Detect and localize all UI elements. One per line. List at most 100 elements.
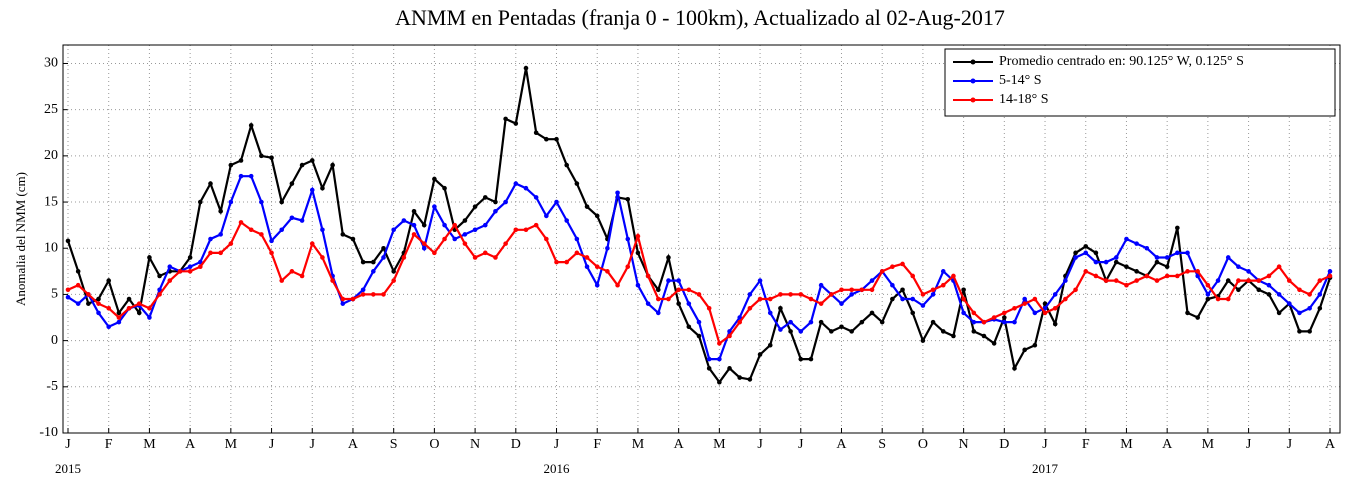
data-point (706, 356, 712, 362)
y-tick-label: 15 (44, 194, 58, 209)
data-point (106, 278, 112, 283)
data-point (248, 173, 254, 179)
data-point (75, 282, 81, 288)
data-point (808, 296, 814, 302)
data-point (401, 255, 407, 260)
data-point (269, 155, 274, 161)
data-point (635, 250, 641, 256)
data-point (788, 292, 793, 297)
data-point (482, 250, 488, 256)
data-point (1256, 278, 1262, 283)
data-point (778, 305, 783, 311)
legend-label: 5-14° S (999, 73, 1042, 88)
x-tick-label: M (1120, 437, 1133, 452)
data-point (432, 250, 437, 256)
data-point (493, 199, 498, 205)
data-point (625, 264, 631, 270)
data-point (1286, 301, 1292, 306)
data-point (1052, 305, 1058, 311)
data-point (533, 222, 539, 228)
data-point (1124, 236, 1129, 242)
data-point (65, 294, 71, 300)
data-point (259, 153, 264, 159)
year-label: 2017 (1032, 461, 1059, 476)
data-point (910, 273, 916, 279)
data-point (411, 232, 417, 237)
data-point (859, 287, 865, 293)
data-point (1246, 278, 1251, 283)
data-point (493, 208, 498, 214)
data-point (1134, 241, 1139, 246)
data-point (676, 287, 681, 293)
data-point (238, 158, 244, 163)
data-point (584, 264, 590, 270)
series (65, 220, 1333, 346)
data-point (126, 305, 132, 311)
data-point (1266, 292, 1272, 297)
data-point (1307, 292, 1312, 297)
x-tick-label: F (1082, 437, 1090, 452)
data-point (1063, 278, 1068, 283)
x-tick-label: N (959, 437, 969, 452)
data-point (1144, 245, 1150, 251)
data-point (472, 227, 478, 233)
data-point (818, 282, 824, 288)
data-point (1012, 319, 1017, 325)
legend-box (944, 48, 1336, 117)
data-point (167, 278, 173, 283)
data-point (1175, 250, 1180, 256)
data-point (971, 319, 977, 325)
data-point (299, 273, 305, 279)
data-point (1225, 255, 1231, 260)
data-point (635, 282, 641, 288)
x-tick-label: J (1287, 437, 1293, 452)
data-point (1317, 292, 1323, 297)
data-point (1113, 255, 1119, 260)
data-point (818, 319, 824, 325)
y-tick-label: 30 (44, 56, 58, 71)
data-point (1195, 315, 1200, 320)
data-point (360, 287, 366, 293)
data-point (645, 301, 651, 306)
data-point (269, 250, 274, 256)
data-point (727, 333, 732, 339)
data-point (1124, 282, 1129, 288)
data-point (930, 287, 936, 293)
data-point (615, 282, 620, 288)
data-point (778, 292, 783, 297)
data-point (869, 287, 875, 293)
data-point (747, 377, 753, 382)
data-point (1113, 278, 1119, 283)
data-point (1022, 347, 1027, 353)
x-tick-label: A (1325, 437, 1336, 452)
data-point (503, 199, 508, 205)
data-point (177, 269, 183, 274)
data-point (747, 292, 753, 297)
data-point (381, 255, 386, 260)
data-point (1175, 273, 1180, 279)
data-point (1205, 282, 1211, 288)
x-tick-label: J (1246, 437, 1252, 452)
data-point (584, 255, 590, 260)
legend-label: Promedio centrado en: 90.125° W, 0.125° … (999, 54, 1244, 69)
y-tick-label: -5 (46, 379, 58, 394)
data-point (1073, 255, 1078, 260)
data-point (198, 199, 203, 205)
y-tick-label: 10 (44, 240, 58, 255)
data-point (411, 222, 417, 228)
data-point (248, 227, 254, 233)
data-point (116, 315, 122, 320)
data-point (686, 301, 692, 306)
data-point (513, 121, 519, 126)
data-point (869, 278, 875, 283)
data-point (890, 296, 895, 302)
data-point (574, 250, 580, 256)
data-point (859, 319, 865, 325)
data-point (1073, 287, 1078, 293)
data-point (442, 236, 447, 242)
data-point (1317, 278, 1323, 283)
x-tick-label: O (429, 437, 439, 452)
data-point (391, 278, 396, 283)
data-point (1185, 310, 1190, 316)
